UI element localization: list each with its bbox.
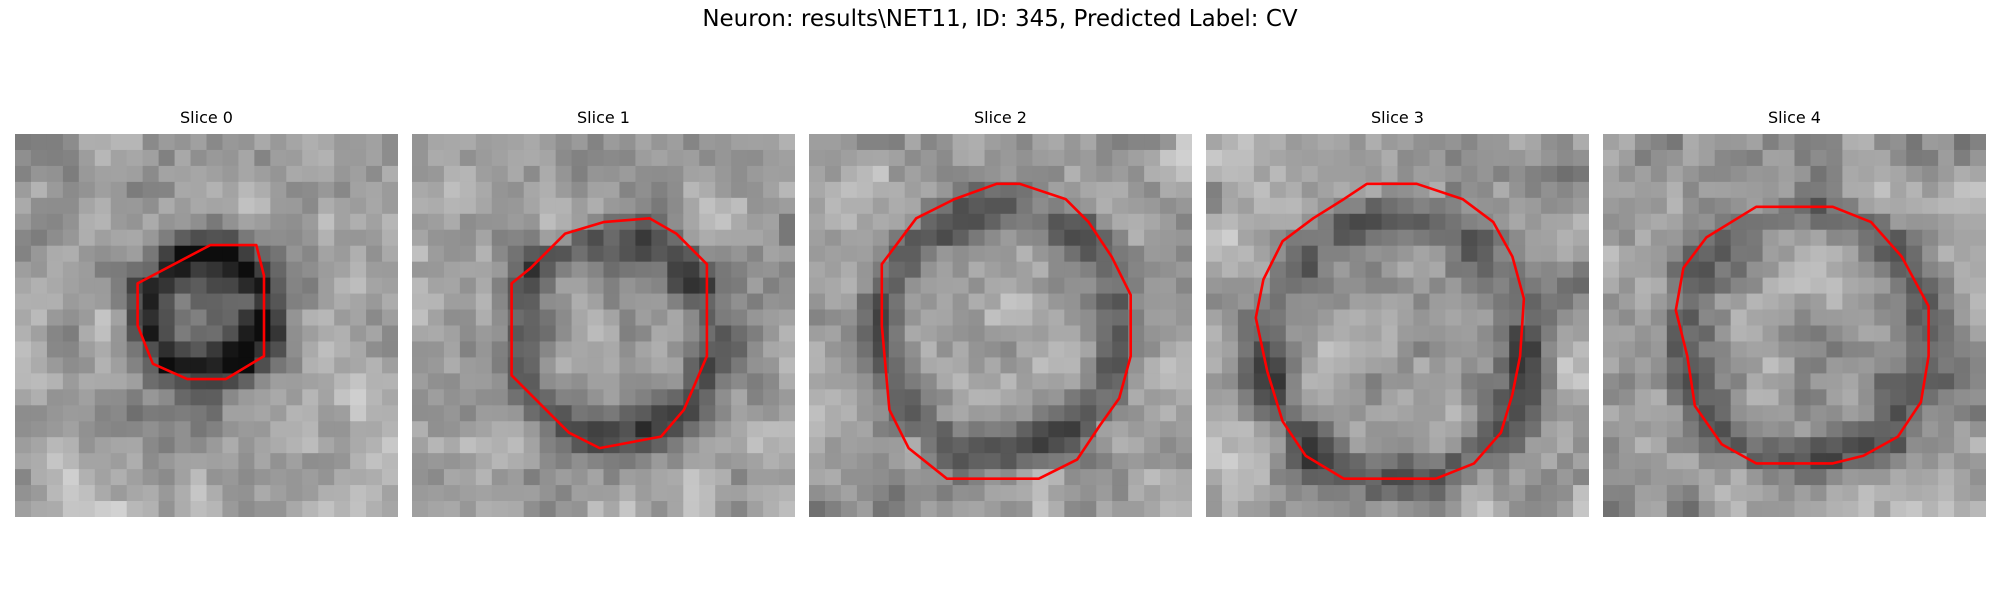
slice-0-image bbox=[15, 134, 398, 517]
slice-2-contour bbox=[880, 182, 1133, 481]
slice-2-title: Slice 2 bbox=[974, 108, 1027, 127]
slice-2-image bbox=[809, 134, 1192, 517]
slice-3-title: Slice 3 bbox=[1371, 108, 1424, 127]
slice-1-image bbox=[412, 134, 795, 517]
slice-1-title: Slice 1 bbox=[577, 108, 630, 127]
slice-4-title: Slice 4 bbox=[1768, 108, 1821, 127]
slice-4-contour bbox=[1674, 205, 1930, 465]
slice-1-contour bbox=[510, 217, 709, 450]
slice-3-contour bbox=[1254, 182, 1526, 481]
slice-3-image bbox=[1206, 134, 1589, 517]
slice-0-title: Slice 0 bbox=[180, 108, 233, 127]
figure-title: Neuron: results\NET11, ID: 345, Predicte… bbox=[702, 6, 1298, 32]
slice-4-image bbox=[1603, 134, 1986, 517]
slice-0-contour bbox=[136, 243, 266, 381]
